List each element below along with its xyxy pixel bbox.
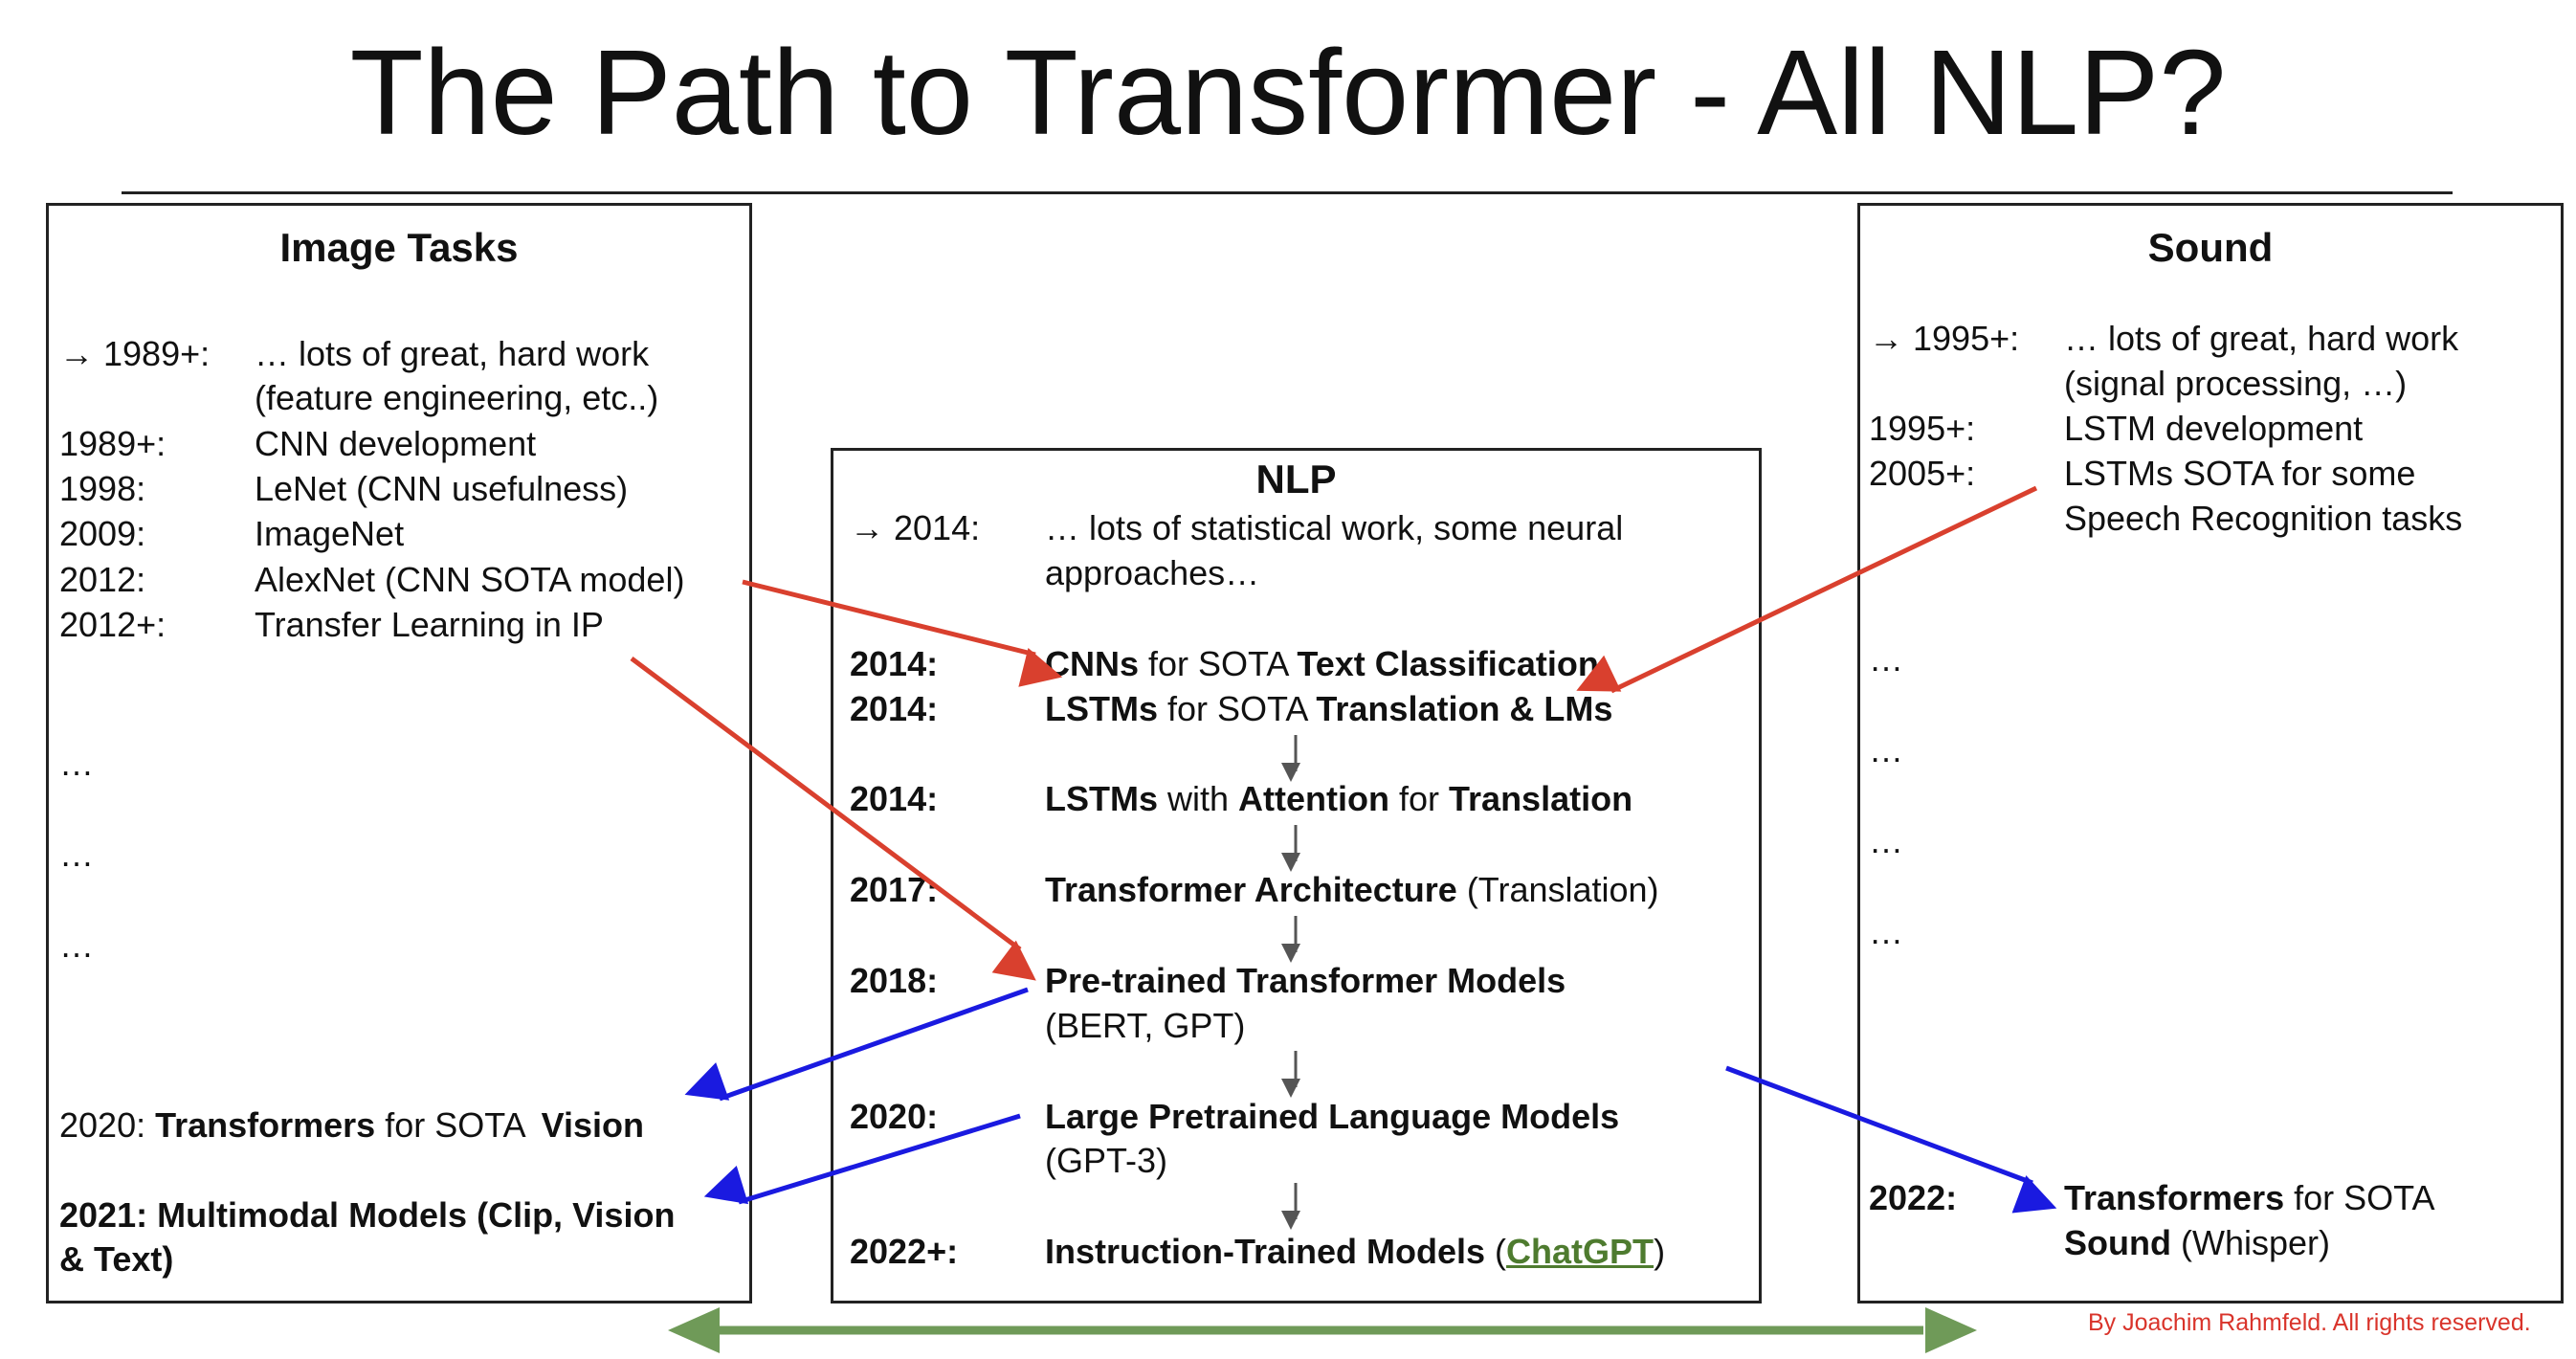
green-double-arrow-right-head [1925, 1307, 1977, 1353]
nlp-r6-year: 2020: [850, 1097, 939, 1136]
image-row-text: AlexNet (CNN SOTA model) [255, 560, 685, 599]
sound-ellipsis: … [1869, 639, 1903, 679]
image-row-text: … lots of great, hard work [255, 334, 650, 373]
nlp-r7-text: Instruction-Trained Models (ChatGPT) [1045, 1229, 1665, 1274]
image-row-text: Transfer Learning in IP [255, 605, 604, 644]
sound-row-text-cont: Speech Recognition tasks [2064, 499, 2463, 538]
credit-text: By Joachim Rahmfeld. All rights reserved… [2088, 1309, 2531, 1336]
image-ellipsis: … [59, 925, 94, 965]
image-row-year: → 1989+: [59, 334, 211, 373]
image-row-text: LeNet (CNN usefulness) [255, 469, 629, 508]
sound-row-year: 2005+: [1869, 454, 1976, 493]
nlp-r3-b1: LSTMs [1045, 779, 1159, 818]
image-row-year: 2009: [59, 514, 146, 553]
nlp-r1-text: CNNs for SOTA Text Classification [1045, 641, 1599, 686]
nlp-r3-m1: with [1158, 779, 1239, 818]
nlp-r4-text: Transformer Architecture (Translation) [1045, 867, 1659, 912]
sound-final-line1: Transformers for SOTA [2064, 1175, 2434, 1220]
sound-title: Sound [2147, 225, 2274, 270]
nlp-r2-b2: Translation & LMs [1316, 689, 1613, 728]
image-row-year: 1998: [59, 469, 146, 508]
sound-ellipsis: … [1869, 912, 1903, 951]
nlp-r4-m1: (Translation) [1456, 870, 1659, 909]
nlp-intro-line1: … lots of statistical work, some neural [1045, 508, 1624, 547]
image-tasks-title: Image Tasks [279, 225, 519, 270]
nlp-r3-year: 2014: [850, 779, 939, 818]
nlp-r3-text: LSTMs with Attention for Translation [1045, 776, 1632, 821]
nlp-r1-b2: Text Classification [1297, 644, 1599, 683]
green-double-arrow-left-head [668, 1307, 720, 1353]
nlp-r7-close: ) [1654, 1232, 1666, 1271]
nlp-r2-b1: LSTMs [1045, 689, 1159, 728]
image-ellipsis: … [59, 744, 94, 783]
image-multimodal-line1: 2021: Multimodal Models (Clip, Vision [59, 1195, 676, 1235]
image-vision-year: 2020: [59, 1105, 146, 1145]
nlp-r5-b1: Pre-trained Transformer Models [1045, 961, 1566, 1000]
sound-final-line2: Sound (Whisper) [2064, 1220, 2330, 1265]
nlp-r1-year: 2014: [850, 644, 939, 683]
image-vision-bold2: Vision [541, 1105, 644, 1145]
image-vision-bold1: Transformers [155, 1105, 376, 1145]
nlp-r7-year: 2022+: [850, 1232, 959, 1271]
nlp-r4-year: 2017: [850, 870, 939, 909]
sound-row-year: → 1995+: [1869, 319, 2020, 358]
sound-panel: Sound [1857, 203, 2564, 1303]
sound-row-text: LSTM development [2064, 409, 2364, 448]
nlp-r3-b2: Attention [1238, 779, 1390, 818]
image-row-text: CNN development [255, 424, 537, 463]
nlp-r2-text: LSTMs for SOTA Translation & LMs [1045, 686, 1612, 731]
sound-row-year: 1995+: [1869, 409, 1976, 448]
nlp-r2-m1: for SOTA [1158, 689, 1317, 728]
sound-final-m2: (Whisper) [2170, 1223, 2330, 1262]
nlp-r1-m1: for SOTA [1139, 644, 1298, 683]
nlp-intro-line2: approaches… [1045, 553, 1260, 592]
nlp-r3-b3: Translation [1449, 779, 1633, 818]
nlp-r3-m2: for [1389, 779, 1450, 818]
sound-row-text: … lots of great, hard work [2064, 319, 2459, 358]
image-multimodal-line2: & Text) [59, 1239, 174, 1279]
title-underline [122, 191, 2453, 194]
image-row-year: 1989+: [59, 424, 167, 463]
chatgpt-link[interactable]: ChatGPT [1506, 1232, 1654, 1271]
slide-title: The Path to Transformer - All NLP? [349, 25, 2227, 160]
sound-row-text-cont: (signal processing, …) [2064, 364, 2408, 403]
image-vision-mid: for SOTA [385, 1105, 524, 1145]
nlp-intro-year: → 2014: [850, 508, 981, 547]
image-vision-row: 2020: Transformers for SOTA Vision [59, 1103, 644, 1147]
image-ellipsis: … [59, 835, 94, 874]
nlp-r5-line2: (BERT, GPT) [1045, 1006, 1246, 1045]
image-row-text: ImageNet [255, 514, 405, 553]
nlp-r5-year: 2018: [850, 961, 939, 1000]
sound-final-b1: Transformers [2064, 1178, 2285, 1217]
sound-final-year: 2022: [1869, 1178, 1958, 1217]
nlp-title: NLP [1255, 457, 1337, 501]
image-row-text-cont: (feature engineering, etc..) [255, 378, 659, 417]
nlp-r6-b1: Large Pretrained Language Models [1045, 1097, 1620, 1136]
nlp-r7-b1: Instruction-Trained Models [1045, 1232, 1486, 1271]
sound-final-b2: Sound [2064, 1223, 2171, 1262]
sound-row-text: LSTMs SOTA for some [2064, 454, 2416, 493]
nlp-r2-year: 2014: [850, 689, 939, 728]
sound-final-m1: for SOTA [2284, 1178, 2435, 1217]
sound-ellipsis: … [1869, 821, 1903, 860]
nlp-r4-b1: Transformer Architecture [1045, 870, 1457, 909]
nlp-r7-open: ( [1485, 1232, 1507, 1271]
image-row-year: 2012: [59, 560, 146, 599]
image-row-year: 2012+: [59, 605, 167, 644]
nlp-r6-line2: (GPT-3) [1045, 1141, 1168, 1180]
nlp-r1-b1: CNNs [1045, 644, 1140, 683]
sound-ellipsis: … [1869, 730, 1903, 769]
